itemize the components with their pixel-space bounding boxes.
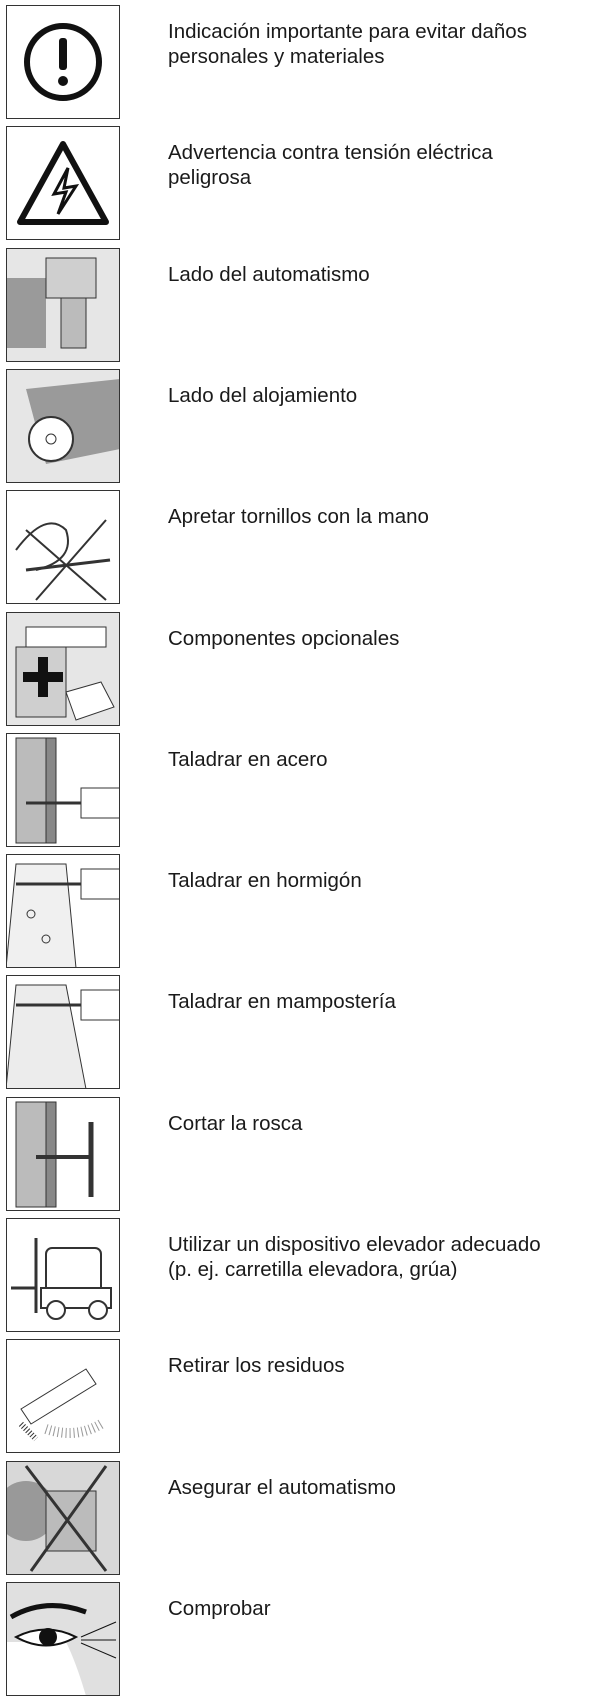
- symbol-description: Cortar la rosca: [168, 1111, 608, 1136]
- description-line: Asegurar el automatismo: [168, 1475, 396, 1499]
- symbol-description: Componentes opcionales: [168, 626, 608, 651]
- description-line: Taladrar en hormigón: [168, 869, 362, 893]
- symbol-description: Comprobar: [168, 1596, 608, 1621]
- description-line: Cortar la rosca: [168, 1111, 303, 1135]
- symbol-icon: [6, 247, 120, 362]
- symbol-description: Asegurar el automatismo: [168, 1475, 608, 1500]
- description-line: Lado del automatismo: [168, 262, 370, 286]
- symbol-icon: [6, 1218, 120, 1332]
- description-line: Componentes opcionales: [168, 626, 400, 650]
- description-line: peligrosa: [168, 166, 252, 190]
- symbol-row: Componentes opcionales: [0, 611, 612, 733]
- symbol-icon: [6, 975, 120, 1090]
- symbol-icon: [6, 5, 120, 119]
- description-line: Lado del alojamiento: [168, 383, 358, 407]
- description-line: Utilizar un dispositivo elevador adecuad…: [168, 1233, 541, 1256]
- symbol-row: Cortar la rosca: [0, 1096, 612, 1218]
- symbol-row: Taladrar en mampostería: [0, 975, 612, 1096]
- symbol-description: Lado del alojamiento: [168, 383, 608, 408]
- symbol-icon: [6, 1096, 120, 1211]
- description-line: (p. ej. carretilla elevadora, grúa): [168, 1258, 458, 1281]
- symbol-row: Utilizar un dispositivo elevador adecuad…: [0, 1218, 612, 1339]
- symbol-row: Taladrar en hormigón: [0, 854, 612, 975]
- symbol-description: Utilizar un dispositivo elevador adecuad…: [168, 1232, 608, 1282]
- symbol-description: Apretar tornillos con la mano: [168, 504, 608, 529]
- symbol-row: Asegurar el automatismo: [0, 1460, 612, 1582]
- description-line: Taladrar en mampostería: [168, 990, 396, 1014]
- symbol-row: Comprobar: [0, 1581, 612, 1703]
- symbol-row: Apretar tornillos con la mano: [0, 490, 612, 611]
- symbol-row: Advertencia contra tensión eléctrica peli…: [0, 126, 612, 247]
- symbol-description: Indicación importante para evitar daños p…: [168, 19, 608, 69]
- description-line: Retirar los residuos: [168, 1354, 345, 1378]
- symbol-row: Indicación importante para evitar daños p…: [0, 5, 612, 126]
- symbol-icon: [6, 732, 120, 847]
- symbol-description: Retirar los residuos: [168, 1353, 608, 1378]
- symbol-icon: [6, 1460, 120, 1575]
- description-line: Advertencia contra tensión eléctrica: [168, 141, 493, 165]
- description-line: Comprobar: [168, 1596, 271, 1620]
- symbol-icon: [6, 490, 120, 605]
- symbol-icon: [6, 368, 120, 483]
- symbol-icon: [6, 611, 120, 726]
- symbol-description: Taladrar en mampostería: [168, 989, 608, 1014]
- description-line: personales y materiales: [168, 45, 385, 68]
- symbol-row: Lado del automatismo: [0, 247, 612, 369]
- symbol-row: Lado del alojamiento: [0, 368, 612, 490]
- symbol-description: Taladrar en hormigón: [168, 868, 608, 893]
- symbol-description: Taladrar en acero: [168, 747, 608, 772]
- symbol-description: Advertencia contra tensión eléctrica peli…: [168, 140, 608, 190]
- symbol-icon: [6, 126, 120, 241]
- symbol-icon: [6, 854, 120, 969]
- symbol-row: Taladrar en acero: [0, 732, 612, 854]
- description-line: Indicación importante para evitar daños: [168, 20, 527, 43]
- symbol-row: Retirar los residuos: [0, 1339, 612, 1460]
- description-line: Taladrar en acero: [168, 747, 328, 771]
- symbol-description: Lado del automatismo: [168, 262, 608, 287]
- symbol-icon: [6, 1581, 120, 1696]
- description-line: Apretar tornillos con la mano: [168, 505, 429, 529]
- symbol-icon: [6, 1339, 120, 1454]
